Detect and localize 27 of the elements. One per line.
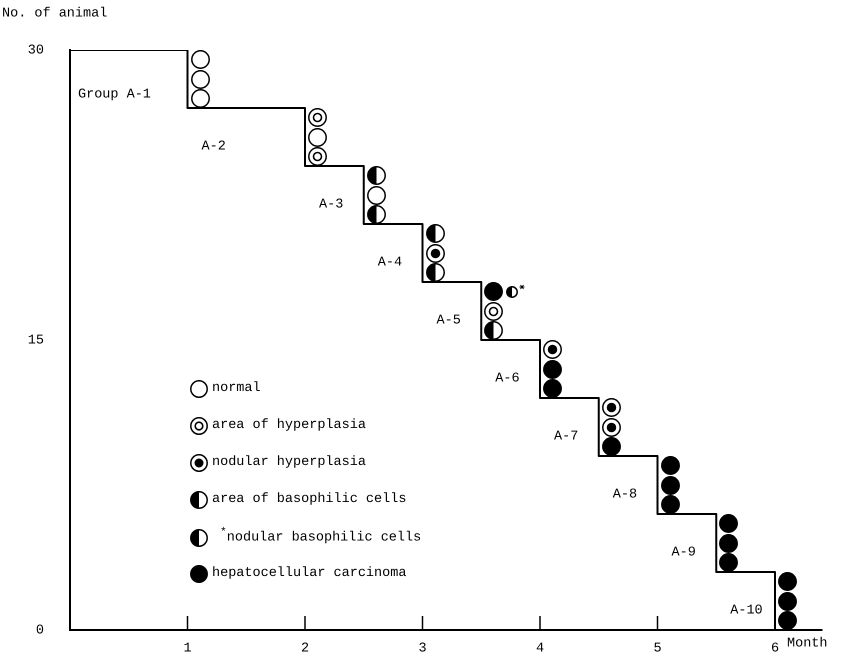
annotation: A-5 xyxy=(436,314,461,329)
annotation: $^{*}$nodular basophilic cells xyxy=(220,527,422,546)
x-tick-label: 4 xyxy=(536,642,544,657)
x-tick-label: 2 xyxy=(300,642,310,657)
annotation: A-2 xyxy=(202,140,226,155)
annotation: area of hyperplasia xyxy=(212,418,366,433)
annotation: A-10 xyxy=(730,604,763,619)
annotation: Group A-1 xyxy=(78,88,151,103)
y-tick-label: 0 xyxy=(36,624,44,639)
annotation: A-9 xyxy=(672,546,696,561)
annotation: normal xyxy=(212,381,261,396)
annotation: A-7 xyxy=(554,430,578,445)
annotation: A-8 xyxy=(612,488,638,503)
x-tick-label: 3 xyxy=(418,642,427,657)
y-axis-title: No. of animal xyxy=(2,6,108,22)
x-tick-label: 5 xyxy=(653,642,662,657)
x-tick-label: 6 xyxy=(770,642,780,657)
y-tick-label: 15 xyxy=(28,334,44,349)
annotation: hepatocellular carcinoma xyxy=(212,566,406,581)
x-axis-title: Month xyxy=(787,636,828,652)
annotation: A-3 xyxy=(319,198,344,213)
annotation: nodular hyperplasia xyxy=(212,455,366,470)
x-tick-label: 1 xyxy=(183,642,192,657)
y-tick-label: 30 xyxy=(28,44,44,59)
annotation: A-6 xyxy=(495,372,520,387)
annotation: A-4 xyxy=(378,256,402,271)
annotation: area of basophilic cells xyxy=(212,492,406,507)
